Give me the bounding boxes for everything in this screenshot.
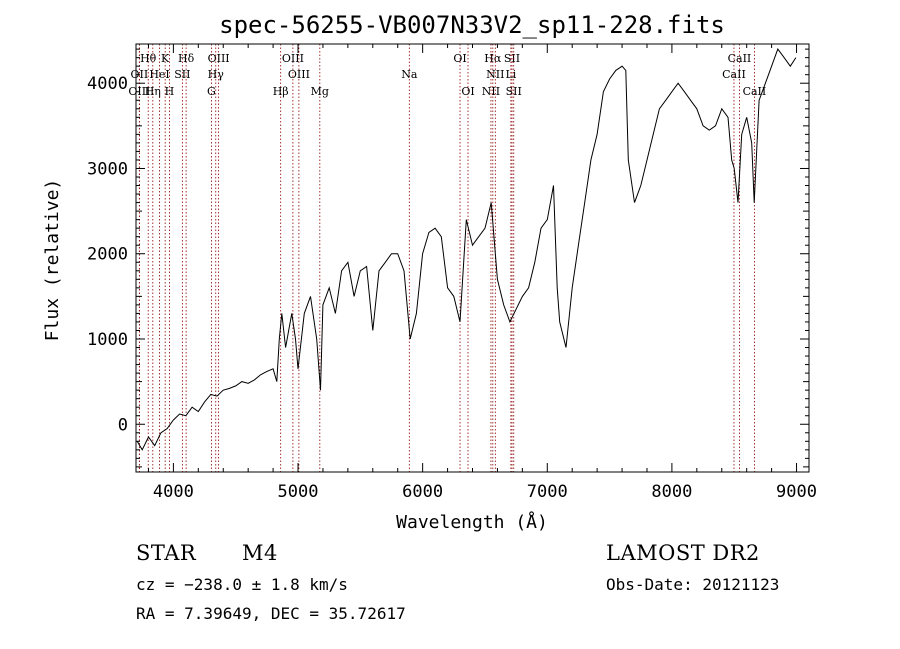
line-label: Li xyxy=(505,68,516,81)
line-label: NII xyxy=(486,68,504,81)
line-label: CaII xyxy=(722,68,746,81)
line-label: Hβ xyxy=(273,85,289,98)
plot-frame xyxy=(135,43,810,473)
line-label: OI xyxy=(461,85,474,98)
y-axis-label: Flux (relative) xyxy=(42,179,63,342)
x-tick-label: 4000 xyxy=(153,482,194,502)
line-label: G xyxy=(207,85,216,98)
y-tick-label: 2000 xyxy=(87,245,128,265)
y-tick-label: 0 xyxy=(118,415,128,435)
x-tick-label: 5000 xyxy=(278,482,319,502)
line-label: OIII xyxy=(208,52,230,65)
survey-name: LAMOST DR2 xyxy=(606,541,760,565)
line-label: CaII xyxy=(728,52,752,65)
coordinates: RA = 7.39649, DEC = 35.72617 xyxy=(136,604,406,623)
y-tick-label: 3000 xyxy=(87,159,128,179)
object-subclass: M4 xyxy=(242,541,278,565)
line-label: NII xyxy=(482,85,500,98)
chart-title: spec-56255-VB007N33V2_sp11-228.fits xyxy=(219,11,725,39)
line-label: H xyxy=(165,85,175,98)
x-axis-label: Wavelength (Å) xyxy=(396,511,548,533)
line-label: SII xyxy=(504,52,520,65)
line-label: OIII xyxy=(288,68,310,81)
line-label: OI xyxy=(453,52,466,65)
x-tick-label: 6000 xyxy=(402,482,443,502)
line-label: SII xyxy=(174,68,190,81)
line-label: K xyxy=(161,52,170,65)
x-tick-label: 7000 xyxy=(527,482,568,502)
obs-date: Obs-Date: 20121123 xyxy=(606,575,780,594)
axis-ticks xyxy=(136,44,809,472)
line-label: Na xyxy=(401,68,418,81)
line-label: OIII xyxy=(282,52,304,65)
line-label: HeI xyxy=(149,68,169,81)
x-tick-label: 8000 xyxy=(651,482,692,502)
line-markers: HθKHδOIIIOIIIOIHαSIICaIIOIIHeISIIHγOIIIN… xyxy=(128,44,766,472)
line-label: CaII xyxy=(743,85,767,98)
y-tick-label: 1000 xyxy=(87,330,128,350)
line-label: SII xyxy=(506,85,522,98)
line-label: Hδ xyxy=(178,52,195,65)
axis-tick-labels: 4000 5000 6000 7000 8000 9000 0 1000 2000 3000 400… xyxy=(87,74,817,502)
line-label: Hθ xyxy=(140,52,157,65)
y-tick-label: 4000 xyxy=(87,74,128,94)
line-label: Hα xyxy=(484,52,502,65)
line-label: Hγ xyxy=(208,68,225,81)
line-label: Hη xyxy=(145,85,161,98)
spectrum-line xyxy=(136,48,797,451)
object-class: STAR xyxy=(136,541,197,565)
x-tick-label: 9000 xyxy=(776,482,817,502)
redshift-info: cz = −238.0 ± 1.8 km/s xyxy=(136,575,348,594)
line-label: Mg xyxy=(311,85,329,98)
